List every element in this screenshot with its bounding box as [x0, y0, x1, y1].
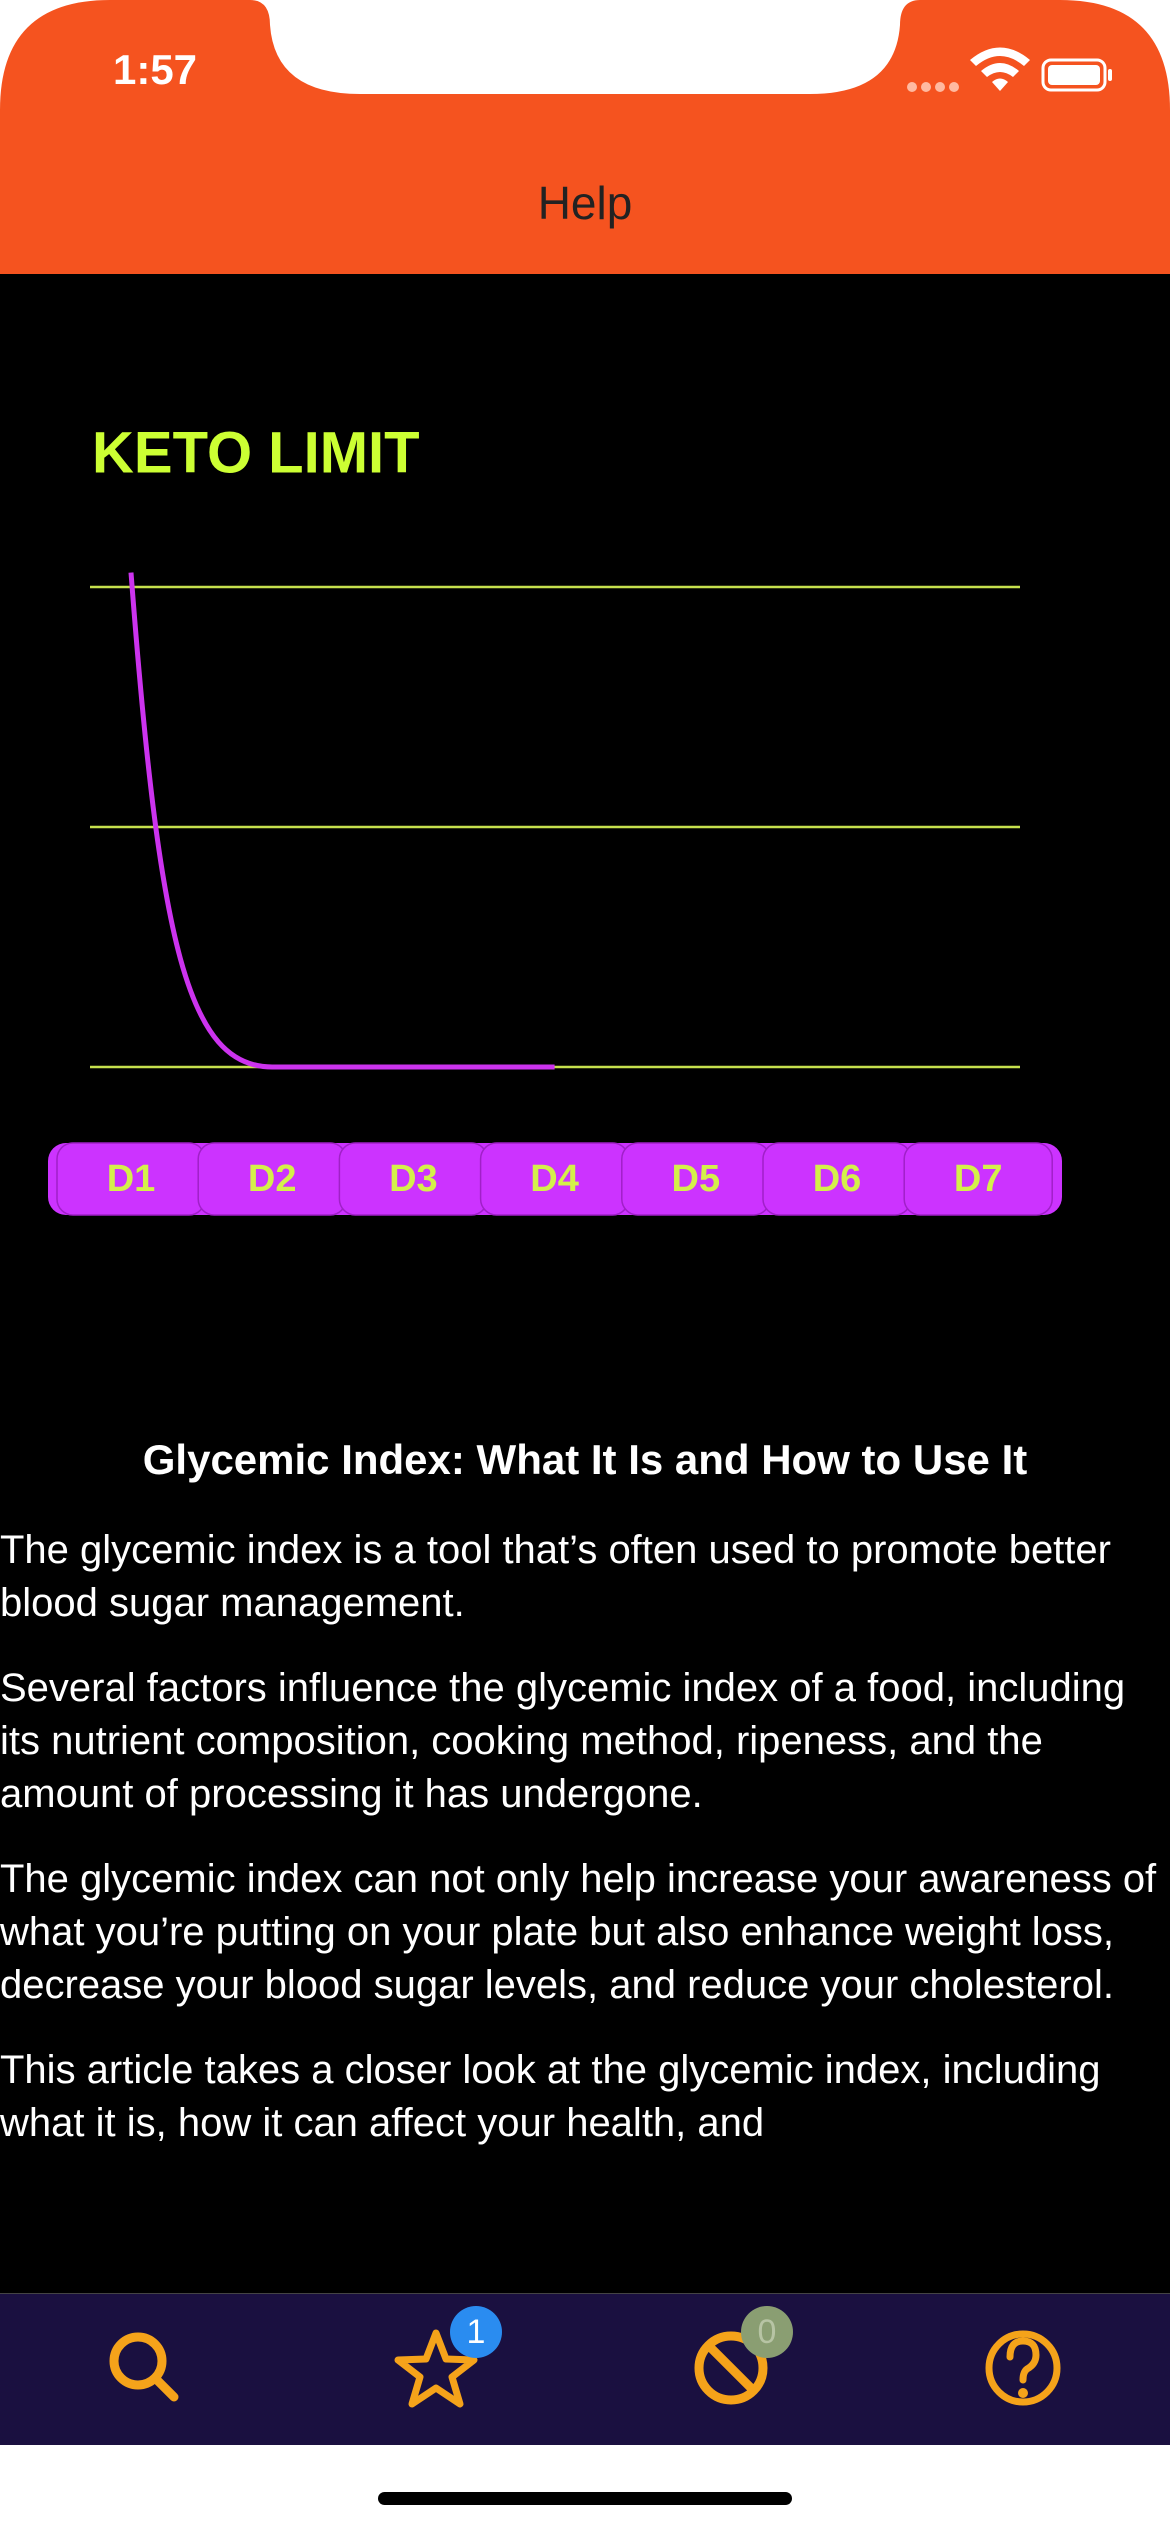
article-paragraph: The glycemic index is a tool that’s ofte…	[0, 1528, 1111, 1625]
content: KETO LIMIT D1 D2 D3 D4 D5 D6 D7 Glycemic Index…	[0, 274, 1170, 2293]
tab-blocked[interactable]	[694, 2331, 768, 2405]
wifi	[970, 47, 1030, 91]
tab-favorites[interactable]	[394, 2329, 478, 2408]
status-bar	[0, 0, 1170, 274]
battery-level	[1048, 65, 1100, 85]
badge-blocked	[741, 2306, 793, 2358]
badge-blocked-count: 0	[758, 2313, 777, 2351]
badge-favorites	[450, 2306, 502, 2358]
x-tick-label: D2	[248, 1158, 297, 1200]
article-paragraph: This article takes a closer look at the …	[0, 2048, 1101, 2145]
home-indicator	[378, 2492, 792, 2505]
chart: KETO LIMIT D1 D2 D3 D4 D5 D6 D7	[48, 420, 1062, 1216]
signal	[907, 82, 959, 92]
nav-title: Help	[538, 177, 633, 229]
category-pill	[903, 1142, 1053, 1216]
x-tick-label: D6	[813, 1158, 862, 1200]
x-tick-label: D1	[107, 1158, 156, 1200]
article-paragraph: The glycemic index can not only help inc…	[0, 1857, 1157, 2007]
tab-bar: 1 0	[0, 2293, 1170, 2505]
header: 1:57 Help	[0, 0, 1170, 274]
x-tick-label: D5	[672, 1158, 721, 1200]
tab-search[interactable]	[109, 2332, 179, 2402]
article-paragraph: Several factors influence the glycemic i…	[0, 1666, 1126, 1816]
badge-favorites-count: 1	[467, 2313, 486, 2351]
article: Glycemic Index: What It Is and How to Us…	[0, 1430, 1170, 2150]
battery-tip	[1108, 69, 1112, 81]
battery	[1041, 58, 1107, 92]
tab-help[interactable]	[985, 2330, 1061, 2406]
tab-bar-bg	[0, 2293, 1170, 2445]
x-tick-label: D7	[954, 1158, 1003, 1200]
x-tick-label: D3	[389, 1158, 438, 1200]
line	[128, 572, 555, 1070]
x-tick-label: D4	[530, 1158, 579, 1200]
chart-title: KETO LIMIT	[92, 420, 420, 485]
time: 1:57	[113, 46, 197, 93]
article-heading: Glycemic Index: What It Is and How to Us…	[142, 1436, 1028, 1483]
